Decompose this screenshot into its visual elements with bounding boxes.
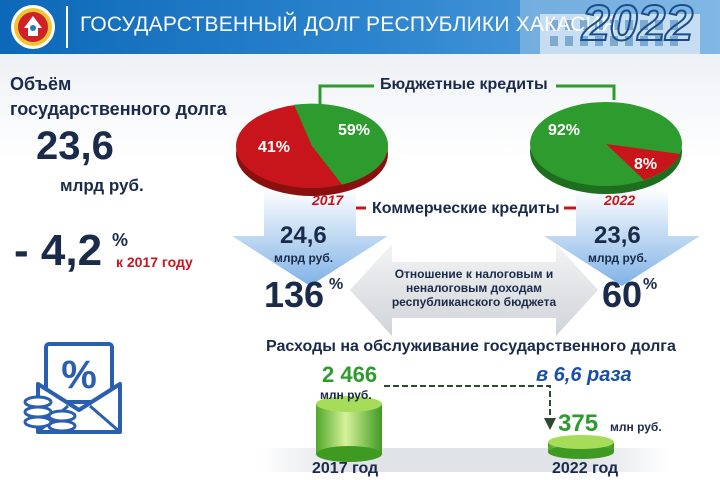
budget-credits-label: Бюджетные кредиты [380, 76, 548, 93]
service-2022-unit: млн руб. [610, 420, 662, 434]
pie-chart-2017 [236, 103, 389, 196]
service-2022-year: 2022 год [552, 460, 619, 477]
service-2017-year: 2017 год [312, 460, 379, 477]
pie-2022-commercial-slice [606, 144, 680, 180]
page-title: ГОСУДАРСТВЕННЫЙ ДОЛГ РЕСПУБЛИКИ ХАКАСИЯ [80, 13, 617, 36]
summary-label-line1: Объём [10, 74, 72, 94]
summary-debt-unit: млрд руб. [60, 176, 144, 195]
pie-2017-budget-slice [294, 103, 389, 185]
svg-text:%: % [61, 353, 97, 397]
percent-envelope-icon: % [23, 342, 122, 434]
service-title: Расходы на обслуживание государственного… [266, 338, 676, 355]
pie-2022-commercial-pct: 8% [634, 156, 658, 173]
ratio-description-line1: Отношение к налоговым и [394, 267, 554, 281]
ratio-right-pct-sign: % [643, 276, 658, 293]
summary-change-pct: % [112, 230, 129, 250]
summary-label-line2: государственного долга [10, 99, 227, 119]
cylinder-2022 [548, 435, 614, 459]
header-divider [66, 6, 68, 48]
republic-emblem-icon [11, 5, 55, 49]
ratio-right-unit: млрд руб. [588, 251, 648, 265]
building-background-icon [520, 0, 720, 54]
summary-change-note: к 2017 году [116, 254, 193, 270]
pie-2022-budget-pct: 92% [548, 122, 581, 139]
service-2017-unit: млн руб. [320, 388, 372, 402]
summary-debt-value: 23,6 [36, 124, 114, 168]
ratio-description: Отношение к налоговым и неналоговым дохо… [382, 267, 566, 309]
ratio-left-pct: 136 [264, 274, 325, 315]
commercial-credits-label: Коммерческие кредиты [372, 200, 560, 217]
pie-2017-budget-pct: 59% [338, 122, 371, 139]
header-year: 2022 [581, 0, 694, 52]
ratio-left-value: 24,6 [280, 222, 327, 249]
ratio-left-pct-sign: % [329, 276, 344, 293]
pie-2022-year: 2022 [604, 192, 636, 208]
summary-change-value: - 4,2 [14, 226, 103, 275]
pie-2017-year: 2017 [312, 192, 344, 208]
pie-chart-2022 [530, 102, 682, 194]
service-2022-value: 375 [558, 410, 599, 437]
ratio-right-pct: 60 [602, 274, 643, 315]
ratio-description-line2: неналоговым доходам [405, 281, 542, 295]
service-2017-value: 2 466 [322, 362, 378, 387]
ratio-right-value: 23,6 [594, 222, 641, 249]
ratio-left-unit: млрд руб. [274, 251, 334, 265]
cylinder-2017 [316, 396, 382, 462]
ratio-description-line3: республиканского бюджета [391, 295, 557, 309]
service-reduction-ratio: в 6,6 раза [536, 364, 632, 386]
pie-2017-commercial-pct: 41% [258, 139, 291, 156]
